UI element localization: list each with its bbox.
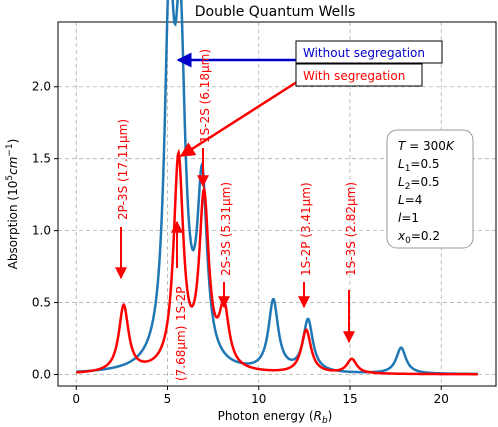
series-line-without-segregation	[76, 0, 478, 376]
param-temperature: T = 300K	[398, 139, 455, 153]
y-tick-label: 0.0	[32, 367, 51, 381]
y-tick-label: 1.5	[32, 152, 51, 166]
x-tick-label: 15	[342, 392, 357, 406]
legend-without-label: Without segregation	[303, 46, 425, 60]
x-axis-ticks: 0 5 10 15 20	[72, 386, 449, 406]
x-tick-label: 5	[164, 392, 172, 406]
y-tick-label: 0.5	[32, 296, 51, 310]
x-tick-label: 20	[434, 392, 449, 406]
param-x0: x0=0.2	[397, 229, 440, 246]
series-line-with-segregation	[76, 148, 478, 376]
param-L: L=4	[398, 193, 422, 207]
x-tick-label: 0	[72, 392, 80, 406]
arrow-with-legend	[179, 78, 301, 158]
legend-with-box: With segregation	[295, 63, 423, 87]
param-L2: L2=0.5	[398, 175, 440, 192]
legend-without-box: Without segregation	[295, 40, 443, 64]
y-axis-label: Absorption (105cm−1)	[5, 139, 20, 270]
annotation-1s2s: 1S-2S (6.18μm)	[198, 49, 212, 143]
annotation-2s3s: 2S-3S (5.31μm)	[219, 182, 233, 276]
annotation-2p3s: 2P-3S (17.11μm)	[116, 119, 130, 220]
legend-with-label: With segregation	[303, 69, 405, 83]
annotation-1s2p-left: 1S-2P	[174, 287, 188, 321]
x-axis-label: Photon energy (Rb)	[218, 409, 333, 426]
parameters-box: T = 300K L1=0.5 L2=0.5 L=4 l=1 x0=0.2	[386, 129, 474, 249]
y-axis-ticks: 0.0 0.5 1.0 1.5 2.0	[32, 80, 58, 381]
y-tick-label: 1.0	[32, 224, 51, 238]
param-l: l=1	[398, 211, 419, 225]
annotation-1s3s: 1S-3S (2.82μm)	[344, 182, 358, 276]
annotation-1s2p-left-nm: (7.68μm)	[174, 326, 188, 381]
y-tick-label: 2.0	[32, 80, 51, 94]
chart-title: Double Quantum Wells	[195, 4, 356, 20]
plot-frame	[57, 21, 497, 387]
x-tick-label: 10	[251, 392, 266, 406]
param-L1: L1=0.5	[398, 157, 440, 174]
annotation-1s2p: 1S-2P (3.41μm)	[299, 182, 313, 276]
